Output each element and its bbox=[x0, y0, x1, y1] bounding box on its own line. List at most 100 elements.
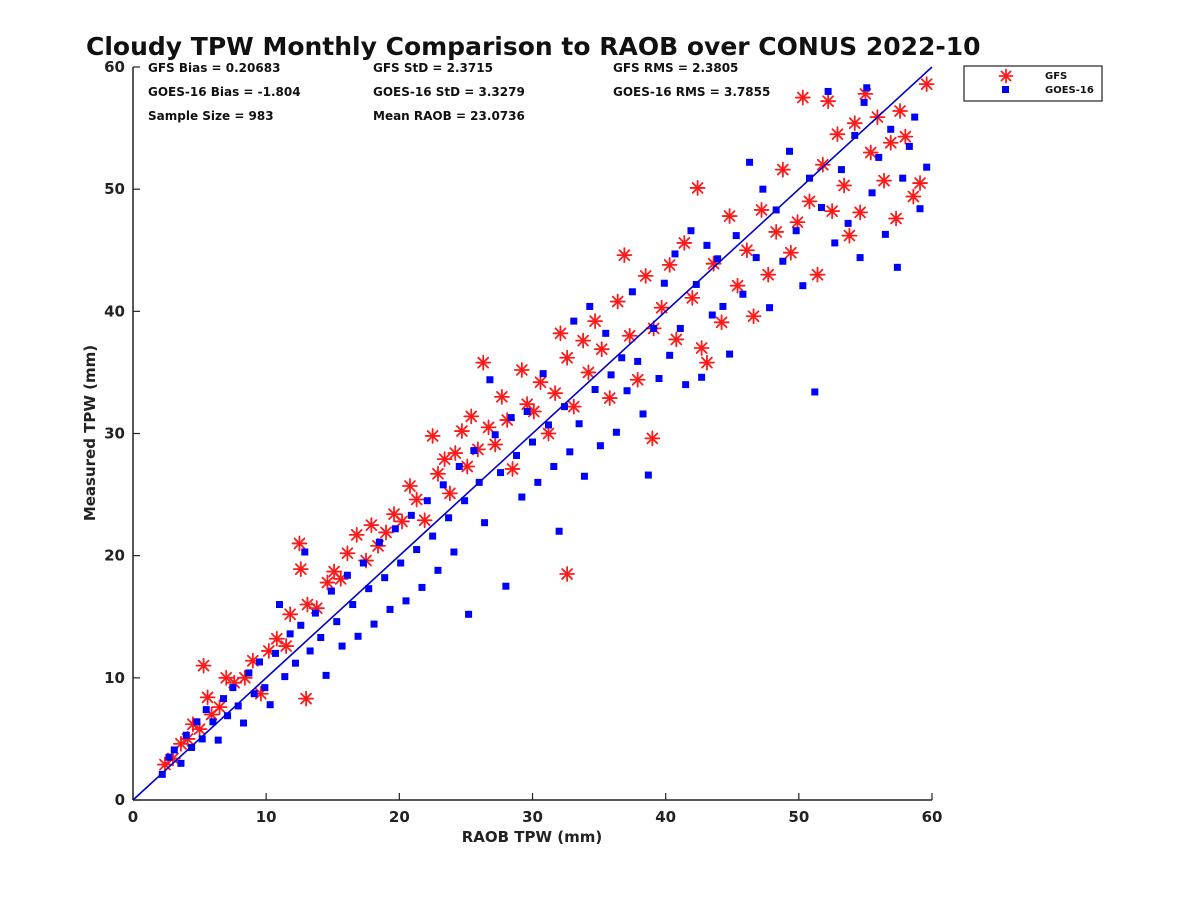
goes-point bbox=[386, 605, 394, 613]
goes-point bbox=[413, 546, 421, 554]
goes-point bbox=[676, 324, 684, 332]
goes-point bbox=[354, 632, 362, 640]
goes-point bbox=[726, 350, 734, 358]
goes-point bbox=[708, 311, 716, 319]
goes-point bbox=[271, 649, 279, 657]
goes-point bbox=[856, 254, 864, 262]
stat-goes-std: GOES-16 StD = 3.3279 bbox=[373, 85, 525, 99]
gfs-point bbox=[918, 76, 935, 93]
legend-gfs-asterisk bbox=[998, 68, 1014, 84]
goes-point bbox=[860, 98, 868, 106]
stat-gfs-bias: GFS Bias = 0.20683 bbox=[148, 61, 280, 75]
goes-point bbox=[539, 370, 547, 378]
stat-gfs-std: GFS StD = 2.3715 bbox=[373, 61, 493, 75]
y-tick-label: 40 bbox=[104, 302, 125, 320]
goes-point bbox=[470, 447, 478, 455]
goes-point bbox=[650, 324, 658, 332]
goes-point bbox=[391, 525, 399, 533]
goes-point bbox=[445, 514, 453, 522]
goes-point bbox=[837, 166, 845, 174]
y-ticks: 0 10 20 30 40 50 60 bbox=[104, 58, 140, 809]
goes-point bbox=[234, 702, 242, 710]
gfs-point bbox=[699, 354, 715, 371]
goes-point bbox=[923, 163, 931, 171]
goes-point bbox=[602, 329, 610, 337]
goes-point bbox=[434, 566, 442, 574]
goes-point bbox=[349, 601, 357, 609]
goes-point bbox=[714, 255, 722, 263]
goes-point bbox=[286, 630, 294, 638]
stat-goes-rms: GOES-16 RMS = 3.7855 bbox=[613, 85, 770, 99]
goes-point bbox=[256, 658, 264, 666]
gfs-point bbox=[504, 461, 521, 477]
goes-point bbox=[732, 232, 740, 240]
goes-point bbox=[418, 583, 426, 591]
goes-point bbox=[182, 731, 190, 739]
goes-point bbox=[491, 431, 499, 439]
goes-point bbox=[375, 538, 383, 546]
goes-point bbox=[193, 718, 201, 726]
goes-point bbox=[596, 442, 604, 450]
stat-mean-raob: Mean RAOB = 23.0736 bbox=[373, 109, 525, 123]
goes-point bbox=[297, 621, 305, 629]
goes-point bbox=[220, 695, 228, 703]
x-tick-label: 50 bbox=[788, 808, 809, 826]
gfs-point bbox=[559, 349, 576, 366]
gfs-point bbox=[430, 465, 446, 482]
gfs-point bbox=[661, 257, 678, 273]
goes-point bbox=[739, 290, 747, 298]
gfs-point bbox=[897, 128, 914, 145]
gfs-point bbox=[424, 428, 441, 444]
gfs-point bbox=[463, 408, 480, 425]
goes-point bbox=[887, 125, 895, 133]
goes-point bbox=[586, 302, 594, 310]
goes-point bbox=[381, 574, 389, 582]
gfs-point bbox=[580, 364, 597, 381]
goes-point bbox=[792, 227, 800, 235]
gfs-point bbox=[862, 144, 879, 161]
y-axis-label: Measured TPW (mm) bbox=[81, 345, 99, 521]
goes-point bbox=[555, 527, 563, 535]
gfs-point bbox=[745, 308, 762, 325]
gfs-point bbox=[892, 103, 908, 119]
gfs-point bbox=[768, 224, 785, 240]
gfs-point bbox=[609, 293, 626, 310]
goes-point bbox=[851, 131, 859, 139]
gfs-point bbox=[493, 388, 510, 405]
gfs-point bbox=[809, 266, 826, 283]
goes-point bbox=[786, 147, 794, 155]
goes-point bbox=[327, 587, 335, 595]
goes-point bbox=[343, 571, 351, 579]
goes-point bbox=[550, 462, 558, 470]
goes-point bbox=[402, 597, 410, 605]
goes-point bbox=[423, 497, 431, 505]
legend: GFS GOES-16 bbox=[963, 65, 1103, 102]
goes-point bbox=[666, 351, 674, 359]
gfs-point bbox=[829, 126, 846, 143]
goes-point bbox=[844, 219, 852, 227]
gfs-point bbox=[841, 227, 858, 244]
goes-point bbox=[634, 357, 642, 365]
gfs-point bbox=[676, 235, 693, 251]
goes-point bbox=[570, 317, 578, 325]
y-tick-label: 0 bbox=[115, 791, 125, 809]
goes-point bbox=[566, 448, 574, 456]
goes-point bbox=[202, 706, 210, 714]
goes-point bbox=[529, 438, 536, 446]
goes-point bbox=[465, 610, 473, 618]
goes-point bbox=[682, 381, 690, 389]
goes-point bbox=[359, 559, 367, 567]
gfs-point bbox=[278, 638, 295, 654]
gfs-point bbox=[402, 478, 418, 494]
gfs-point bbox=[480, 419, 497, 436]
gfs-point bbox=[552, 325, 569, 342]
x-tick-label: 40 bbox=[655, 808, 676, 826]
gfs-point bbox=[814, 156, 831, 173]
goes-point bbox=[261, 684, 269, 692]
stat-gfs-rms: GFS RMS = 2.3805 bbox=[613, 61, 738, 75]
goes-point bbox=[644, 471, 652, 479]
goes-point bbox=[868, 189, 876, 197]
gfs-point bbox=[689, 180, 706, 196]
gfs-point bbox=[575, 332, 592, 349]
